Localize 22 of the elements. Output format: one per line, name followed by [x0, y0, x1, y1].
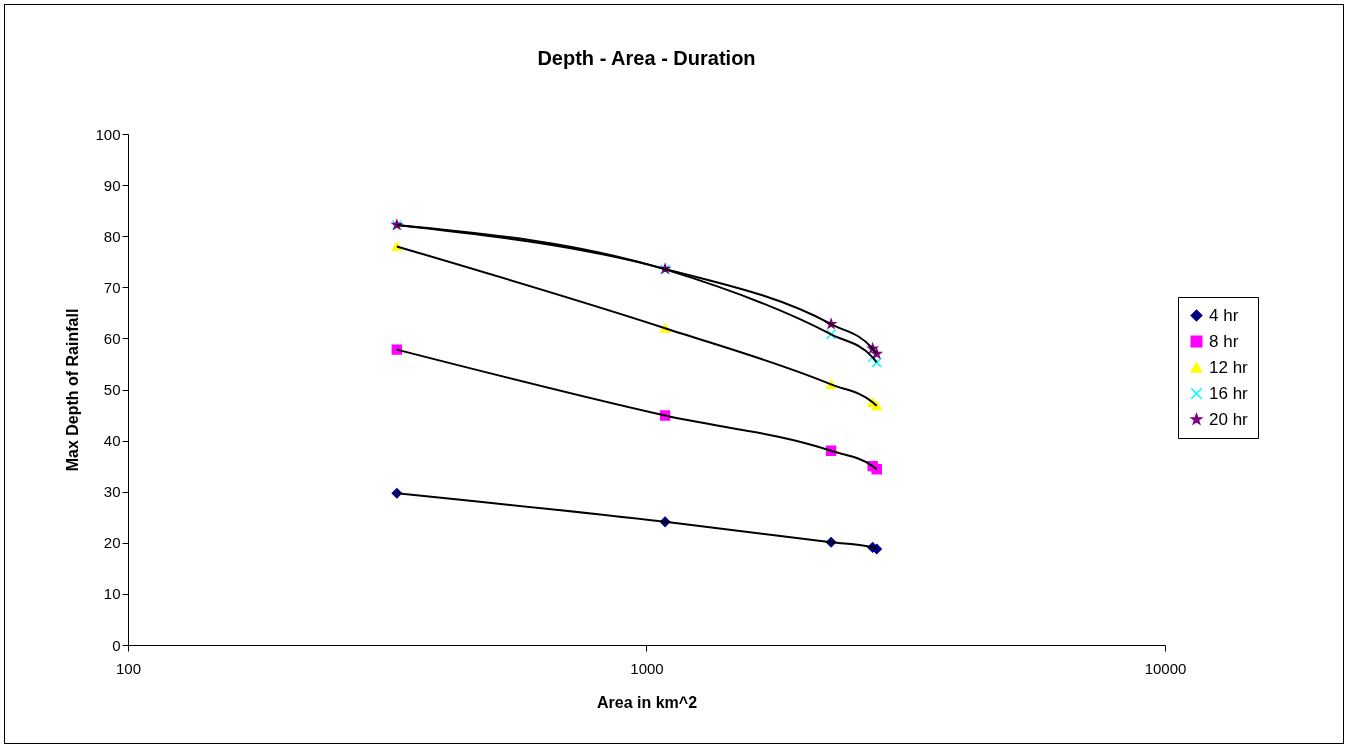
y-tick-label: 30: [103, 483, 121, 501]
legend-label: 4 hr: [1209, 305, 1239, 325]
x-tick-label: 1000: [630, 659, 664, 677]
y-tick-label: 70: [103, 278, 121, 296]
legend-label: 12 hr: [1209, 357, 1249, 377]
x-axis-title: Area in km^2: [596, 693, 698, 711]
y-tick-label: 40: [103, 432, 121, 450]
y-tick-label: 20: [103, 534, 121, 552]
legend-label: 8 hr: [1209, 331, 1239, 351]
y-tick-label: 80: [103, 227, 121, 245]
x-tick-label: 10000: [1144, 659, 1187, 677]
x-tick-label: 100: [115, 659, 142, 677]
y-axis-title: Max Depth of Rainfall: [64, 308, 82, 472]
legend-label: 20 hr: [1209, 409, 1249, 429]
y-tick-label: 60: [103, 329, 121, 347]
y-tick-label: 90: [103, 176, 121, 194]
y-tick-label: 100: [95, 125, 121, 143]
y-tick-label: 50: [103, 381, 121, 398]
y-tick-label: 10: [103, 585, 121, 603]
y-tick-label: 0: [112, 636, 121, 654]
chart-title: Depth - Area - Duration: [537, 47, 756, 69]
legend-label: 16 hr: [1209, 383, 1249, 403]
